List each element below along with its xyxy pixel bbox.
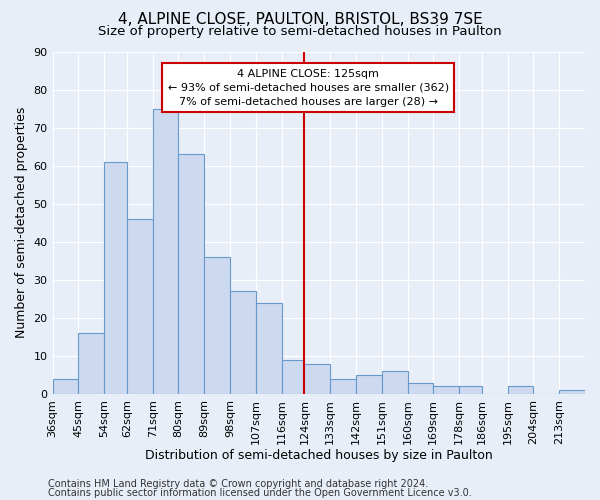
Bar xyxy=(104,162,127,394)
Bar xyxy=(356,375,382,394)
Bar xyxy=(204,257,230,394)
Bar xyxy=(53,379,79,394)
Bar xyxy=(330,379,356,394)
Text: 4 ALPINE CLOSE: 125sqm
← 93% of semi-detached houses are smaller (362)
7% of sem: 4 ALPINE CLOSE: 125sqm ← 93% of semi-det… xyxy=(167,68,449,106)
Text: Contains HM Land Registry data © Crown copyright and database right 2024.: Contains HM Land Registry data © Crown c… xyxy=(48,479,428,489)
Text: Contains public sector information licensed under the Open Government Licence v3: Contains public sector information licen… xyxy=(48,488,472,498)
Bar xyxy=(153,108,178,394)
Bar xyxy=(382,371,407,394)
Bar xyxy=(459,386,482,394)
Bar xyxy=(407,382,433,394)
Bar xyxy=(304,364,330,394)
Bar xyxy=(281,360,304,394)
Bar xyxy=(79,333,104,394)
Bar xyxy=(178,154,204,394)
Bar xyxy=(230,292,256,394)
Text: 4, ALPINE CLOSE, PAULTON, BRISTOL, BS39 7SE: 4, ALPINE CLOSE, PAULTON, BRISTOL, BS39 … xyxy=(118,12,482,28)
Bar xyxy=(256,302,281,394)
Bar xyxy=(559,390,585,394)
Text: Size of property relative to semi-detached houses in Paulton: Size of property relative to semi-detach… xyxy=(98,25,502,38)
Bar xyxy=(433,386,459,394)
Bar xyxy=(127,219,153,394)
Bar xyxy=(508,386,533,394)
Y-axis label: Number of semi-detached properties: Number of semi-detached properties xyxy=(15,107,28,338)
X-axis label: Distribution of semi-detached houses by size in Paulton: Distribution of semi-detached houses by … xyxy=(145,450,493,462)
